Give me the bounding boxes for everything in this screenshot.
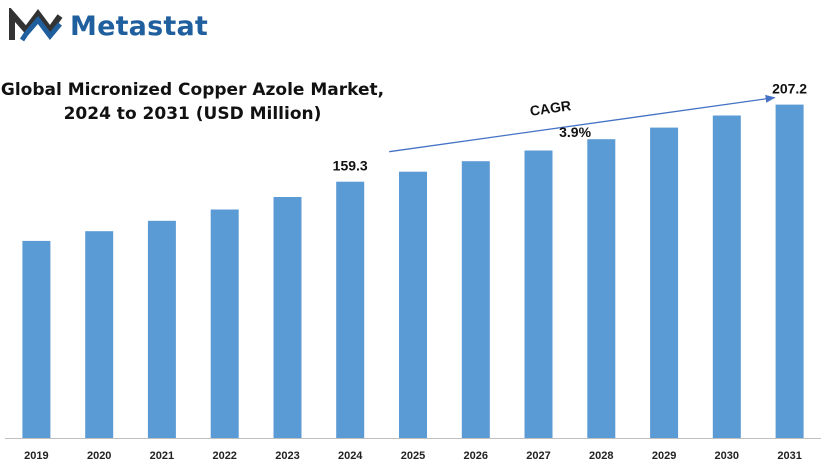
x-tick-label-2023: 2023 [275, 450, 299, 462]
x-tick-label-2025: 2025 [401, 450, 425, 462]
bar-2023 [273, 197, 302, 438]
x-tick-label-2019: 2019 [24, 450, 48, 462]
bar-2025 [399, 171, 427, 438]
x-tick-label-2022: 2022 [212, 450, 236, 462]
bar-2024 [336, 181, 365, 438]
chart-title-line-2: 2024 to 2031 (USD Million) [63, 104, 322, 124]
bar-2022 [210, 209, 239, 438]
x-tick-label-2030: 2030 [715, 450, 739, 462]
bar-2028 [587, 139, 616, 438]
metastat-logo-icon [9, 8, 63, 42]
x-tick-label-2021: 2021 [150, 450, 174, 462]
bar-2026 [461, 161, 490, 438]
chart-title-line-1: Global Micronized Copper Azole Market, [0, 80, 385, 100]
cagr-arrow [389, 94, 776, 153]
bar-2019 [22, 240, 51, 438]
x-tick-label-2029: 2029 [652, 450, 676, 462]
cagr-value: 3.9% [559, 124, 591, 140]
chart-title: Global Micronized Copper Azole Market, 2… [0, 78, 385, 126]
cagr-label: CAGR [529, 97, 572, 119]
data-label-2031: 207.2 [772, 81, 807, 97]
bars-group [22, 104, 804, 438]
cagr-annotation: CAGR 3.9% [529, 97, 592, 140]
bar-2020 [85, 231, 114, 438]
data-labels: 159.3 207.2 [333, 81, 808, 174]
bar-2029 [650, 127, 679, 438]
brand-name: Metastat [70, 10, 209, 42]
x-tick-label-2020: 2020 [87, 450, 111, 462]
x-tick-label-2026: 2026 [464, 450, 488, 462]
data-label-2024: 159.3 [333, 158, 368, 174]
bar-2031 [775, 104, 804, 438]
bar-2021 [147, 220, 176, 438]
x-tick-label-2031: 2031 [777, 450, 801, 462]
x-tick-labels: 2019 2020 2021 2022 2023 2024 2025 2026 2027 2028… [24, 450, 802, 462]
bar-2030 [712, 115, 741, 438]
x-tick-label-2028: 2028 [589, 450, 613, 462]
brand-logo: Metastat [8, 8, 208, 44]
bar-2027 [524, 150, 553, 438]
x-tick-label-2024: 2024 [338, 450, 363, 462]
x-tick-label-2027: 2027 [526, 450, 550, 462]
